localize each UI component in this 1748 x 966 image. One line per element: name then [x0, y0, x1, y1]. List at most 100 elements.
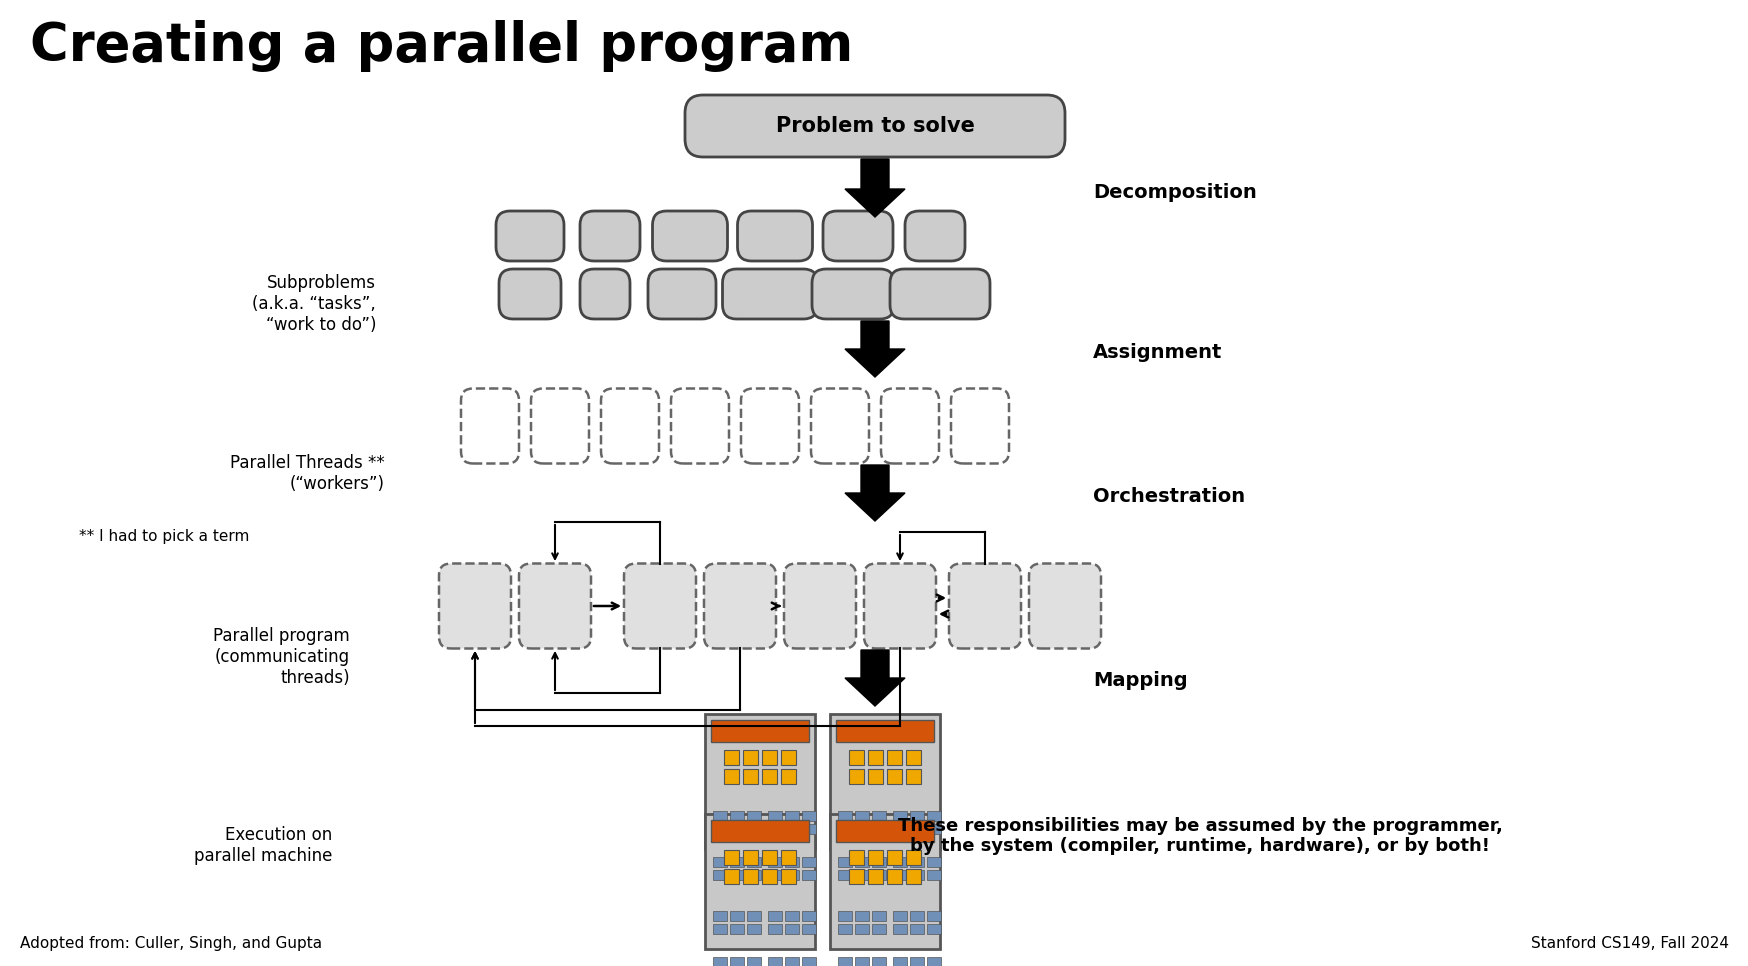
FancyBboxPatch shape — [729, 923, 743, 933]
FancyBboxPatch shape — [724, 750, 739, 764]
FancyBboxPatch shape — [855, 810, 869, 820]
FancyBboxPatch shape — [905, 849, 921, 865]
Text: Execution on
parallel machine: Execution on parallel machine — [194, 826, 332, 865]
FancyBboxPatch shape — [848, 849, 864, 865]
FancyBboxPatch shape — [893, 911, 907, 921]
FancyBboxPatch shape — [724, 769, 739, 783]
FancyBboxPatch shape — [855, 956, 869, 966]
FancyBboxPatch shape — [1028, 563, 1101, 648]
FancyBboxPatch shape — [713, 810, 727, 820]
FancyBboxPatch shape — [836, 819, 933, 841]
FancyBboxPatch shape — [872, 857, 886, 867]
FancyBboxPatch shape — [724, 868, 739, 884]
FancyBboxPatch shape — [823, 211, 893, 261]
FancyBboxPatch shape — [746, 869, 760, 879]
FancyBboxPatch shape — [855, 823, 869, 834]
FancyBboxPatch shape — [802, 810, 816, 820]
FancyBboxPatch shape — [722, 269, 816, 319]
Polygon shape — [844, 650, 904, 706]
FancyBboxPatch shape — [881, 388, 939, 464]
Text: Problem to solve: Problem to solve — [774, 116, 974, 136]
FancyBboxPatch shape — [855, 911, 869, 921]
FancyBboxPatch shape — [830, 714, 939, 848]
FancyBboxPatch shape — [729, 911, 743, 921]
FancyBboxPatch shape — [867, 868, 883, 884]
FancyBboxPatch shape — [713, 857, 727, 867]
FancyBboxPatch shape — [893, 810, 907, 820]
FancyBboxPatch shape — [905, 750, 921, 764]
FancyBboxPatch shape — [926, 911, 940, 921]
FancyBboxPatch shape — [767, 823, 781, 834]
FancyBboxPatch shape — [893, 857, 907, 867]
FancyBboxPatch shape — [783, 563, 855, 648]
FancyBboxPatch shape — [926, 857, 940, 867]
FancyBboxPatch shape — [811, 269, 893, 319]
FancyBboxPatch shape — [767, 956, 781, 966]
FancyBboxPatch shape — [864, 563, 935, 648]
FancyBboxPatch shape — [893, 869, 907, 879]
FancyBboxPatch shape — [762, 849, 776, 865]
Text: ** I had to pick a term: ** I had to pick a term — [79, 528, 248, 544]
FancyBboxPatch shape — [781, 769, 795, 783]
FancyBboxPatch shape — [785, 810, 799, 820]
FancyBboxPatch shape — [785, 857, 799, 867]
FancyBboxPatch shape — [713, 869, 727, 879]
FancyBboxPatch shape — [872, 810, 886, 820]
FancyBboxPatch shape — [855, 869, 869, 879]
FancyBboxPatch shape — [893, 956, 907, 966]
Polygon shape — [844, 159, 904, 217]
FancyBboxPatch shape — [713, 823, 727, 834]
FancyBboxPatch shape — [830, 813, 939, 949]
FancyBboxPatch shape — [781, 849, 795, 865]
FancyBboxPatch shape — [498, 269, 561, 319]
FancyBboxPatch shape — [785, 823, 799, 834]
FancyBboxPatch shape — [729, 869, 743, 879]
FancyBboxPatch shape — [926, 810, 940, 820]
FancyBboxPatch shape — [848, 868, 864, 884]
FancyBboxPatch shape — [909, 923, 923, 933]
FancyBboxPatch shape — [802, 911, 816, 921]
FancyBboxPatch shape — [837, 956, 851, 966]
FancyBboxPatch shape — [767, 857, 781, 867]
FancyBboxPatch shape — [580, 269, 629, 319]
FancyBboxPatch shape — [886, 750, 902, 764]
FancyBboxPatch shape — [624, 563, 696, 648]
FancyBboxPatch shape — [767, 869, 781, 879]
Text: Creating a parallel program: Creating a parallel program — [30, 20, 853, 72]
FancyBboxPatch shape — [746, 857, 760, 867]
FancyBboxPatch shape — [685, 95, 1065, 157]
FancyBboxPatch shape — [811, 388, 869, 464]
FancyBboxPatch shape — [855, 923, 869, 933]
FancyBboxPatch shape — [767, 911, 781, 921]
FancyBboxPatch shape — [767, 810, 781, 820]
Text: Parallel Threads **
(“workers”): Parallel Threads ** (“workers”) — [231, 454, 385, 493]
Polygon shape — [844, 465, 904, 521]
FancyBboxPatch shape — [711, 720, 809, 742]
FancyBboxPatch shape — [713, 911, 727, 921]
FancyBboxPatch shape — [909, 956, 923, 966]
FancyBboxPatch shape — [762, 769, 776, 783]
FancyBboxPatch shape — [496, 211, 563, 261]
FancyBboxPatch shape — [872, 911, 886, 921]
FancyBboxPatch shape — [746, 823, 760, 834]
FancyBboxPatch shape — [905, 868, 921, 884]
FancyBboxPatch shape — [439, 563, 510, 648]
FancyBboxPatch shape — [926, 956, 940, 966]
FancyBboxPatch shape — [905, 769, 921, 783]
FancyBboxPatch shape — [785, 869, 799, 879]
FancyBboxPatch shape — [848, 769, 864, 783]
FancyBboxPatch shape — [836, 720, 933, 742]
FancyBboxPatch shape — [909, 869, 923, 879]
FancyBboxPatch shape — [729, 810, 743, 820]
FancyBboxPatch shape — [580, 211, 640, 261]
FancyBboxPatch shape — [926, 823, 940, 834]
FancyBboxPatch shape — [867, 769, 883, 783]
FancyBboxPatch shape — [743, 750, 757, 764]
FancyBboxPatch shape — [872, 823, 886, 834]
FancyBboxPatch shape — [909, 911, 923, 921]
FancyBboxPatch shape — [746, 810, 760, 820]
FancyBboxPatch shape — [743, 769, 757, 783]
FancyBboxPatch shape — [762, 750, 776, 764]
FancyBboxPatch shape — [848, 750, 864, 764]
Text: Assignment: Assignment — [1092, 343, 1222, 361]
